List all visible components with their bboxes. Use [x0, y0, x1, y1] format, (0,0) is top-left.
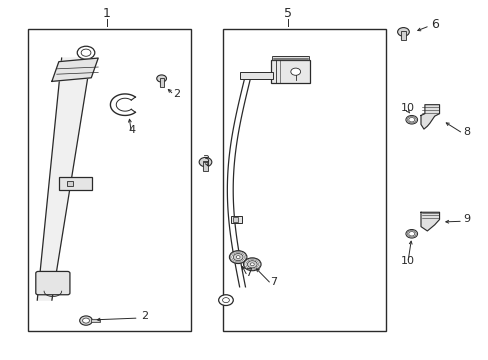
Bar: [59, 177, 92, 190]
Circle shape: [80, 316, 92, 325]
Text: 2: 2: [172, 89, 180, 99]
Circle shape: [229, 251, 246, 264]
Circle shape: [290, 68, 300, 75]
Bar: [271, 60, 310, 83]
Text: 6: 6: [430, 18, 438, 31]
Circle shape: [233, 253, 243, 261]
Text: 2: 2: [141, 311, 148, 321]
Bar: [272, 55, 309, 60]
Circle shape: [405, 229, 417, 238]
Circle shape: [243, 258, 261, 271]
Text: 8: 8: [462, 127, 469, 136]
Bar: [233, 217, 238, 222]
Text: 7: 7: [270, 277, 277, 287]
Bar: [231, 216, 242, 223]
Circle shape: [218, 295, 233, 306]
Circle shape: [408, 231, 414, 236]
Circle shape: [82, 318, 89, 323]
Bar: [239, 72, 272, 79]
Polygon shape: [420, 105, 439, 129]
Circle shape: [405, 116, 417, 124]
Circle shape: [199, 157, 211, 167]
Circle shape: [157, 75, 166, 82]
Bar: [203, 161, 207, 171]
Bar: [400, 31, 405, 40]
Circle shape: [397, 28, 408, 36]
Text: 7: 7: [244, 268, 251, 278]
Bar: [91, 319, 100, 322]
Text: 10: 10: [400, 256, 414, 266]
Text: 9: 9: [462, 215, 469, 224]
Text: 10: 10: [400, 103, 414, 113]
Polygon shape: [52, 58, 98, 81]
Polygon shape: [37, 58, 91, 300]
Text: 5: 5: [284, 7, 292, 20]
Circle shape: [77, 46, 95, 59]
Circle shape: [408, 118, 414, 122]
Circle shape: [81, 49, 91, 56]
Text: 4: 4: [128, 125, 136, 135]
Circle shape: [222, 298, 229, 303]
Polygon shape: [420, 212, 439, 231]
Text: 1: 1: [103, 7, 111, 20]
Circle shape: [250, 263, 254, 266]
Circle shape: [236, 256, 240, 258]
Text: 3: 3: [202, 155, 208, 165]
Bar: [222, 30, 385, 330]
Bar: [159, 78, 163, 87]
Bar: [66, 181, 73, 186]
FancyBboxPatch shape: [36, 271, 70, 295]
Bar: [27, 30, 190, 330]
Circle shape: [247, 261, 257, 268]
